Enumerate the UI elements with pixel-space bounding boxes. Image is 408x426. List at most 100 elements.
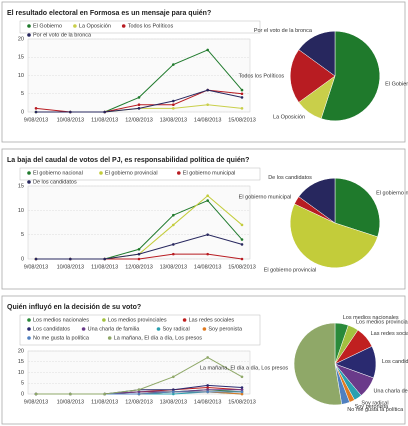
legend-marker — [202, 327, 207, 331]
data-point — [206, 356, 209, 359]
data-point — [137, 107, 141, 110]
data-point — [137, 388, 141, 392]
y-tick-label: 15 — [18, 55, 24, 61]
legend-marker — [27, 336, 31, 340]
data-point — [172, 392, 175, 396]
y-tick-label: 10 — [18, 73, 24, 79]
legend-marker — [27, 171, 31, 175]
legend-label: El gobierno nacional — [33, 170, 83, 176]
data-point — [240, 107, 244, 110]
x-tick-label: 15/08/2013 — [228, 264, 256, 270]
data-point — [240, 88, 244, 92]
y-tick-label: 20 — [18, 348, 24, 354]
legend-marker — [177, 171, 181, 175]
data-point — [69, 110, 72, 114]
chart-title: La baja del caudal de votos del PJ, es r… — [7, 157, 249, 164]
data-point — [34, 110, 38, 114]
data-point — [172, 252, 175, 256]
legend-label: La Oposición — [79, 23, 111, 29]
data-point — [240, 238, 244, 241]
x-tick-label: 13/08/2013 — [160, 399, 188, 405]
pie-slice — [290, 49, 336, 103]
y-tick-label: 10 — [18, 208, 24, 214]
data-point — [206, 103, 209, 106]
chart-title: Quién influyó en la decisión de su voto? — [7, 304, 141, 311]
data-point — [137, 390, 141, 394]
pie-label: Una charla de familia — [373, 388, 408, 394]
data-point — [206, 384, 209, 387]
legend-box — [19, 167, 261, 181]
data-point — [172, 223, 175, 227]
pie-label: De los candidatos — [268, 175, 312, 181]
pie-label: La Oposición — [273, 115, 305, 121]
x-tick-label: 14/08/2013 — [194, 399, 222, 405]
y-tick-label: 5 — [21, 381, 24, 387]
y-tick-label: 15 — [18, 183, 24, 189]
legend-marker — [27, 327, 31, 331]
x-tick-label: 14/08/2013 — [194, 264, 222, 270]
y-tick-label: 5 — [21, 232, 24, 238]
pie-label: No me gusta la política — [347, 407, 404, 413]
x-tick-label: 13/08/2013 — [160, 264, 188, 270]
data-point — [137, 103, 141, 106]
legend-marker — [27, 33, 31, 37]
data-point — [34, 392, 38, 396]
legend-marker — [121, 24, 126, 28]
pie-slice — [293, 322, 343, 406]
x-tick-label: 13/08/2013 — [160, 117, 188, 123]
legend-marker — [107, 336, 112, 340]
x-tick-label: 12/08/2013 — [125, 399, 153, 405]
legend-marker — [27, 318, 31, 322]
data-point — [137, 257, 141, 261]
data-point — [240, 392, 244, 396]
chart-title: El resultado electoral en Formosa es un … — [7, 10, 211, 17]
data-point — [34, 257, 38, 261]
pie-slice — [298, 177, 336, 224]
data-point — [206, 88, 209, 92]
data-point — [206, 233, 209, 236]
legend-label: Las redes sociales — [189, 317, 235, 323]
legend-marker — [99, 171, 103, 175]
legend-label: No me gusta la política — [33, 335, 90, 341]
data-point — [206, 390, 209, 394]
legend-box — [19, 20, 261, 34]
data-point — [103, 257, 106, 261]
x-tick-label: 9/08/2013 — [24, 117, 48, 123]
plot-area — [27, 185, 251, 260]
pie-label: La mañana, El día a día, Los presos — [200, 365, 289, 371]
x-tick-label: 10/08/2013 — [57, 117, 85, 123]
legend-marker — [73, 24, 77, 28]
pie-label: Los candidatos — [382, 359, 408, 365]
x-tick-label: 15/08/2013 — [228, 117, 256, 123]
data-point — [172, 63, 175, 66]
pie-label: Por el voto de la bronca — [254, 28, 313, 34]
y-tick-label: 5 — [21, 91, 24, 97]
legend-label: Soy peronista — [208, 326, 243, 332]
pie-slice — [289, 203, 378, 269]
data-point — [137, 392, 141, 396]
data-point — [206, 194, 209, 198]
x-tick-label: 15/08/2013 — [228, 399, 256, 405]
legend-marker — [27, 180, 31, 184]
data-point — [69, 392, 72, 396]
data-point — [172, 103, 175, 106]
legend-label: La mañana, El día a día, Los presos — [114, 335, 203, 341]
data-point — [240, 96, 244, 99]
data-point — [137, 96, 141, 99]
data-point — [240, 243, 244, 246]
pie-label: El Gobierno — [385, 81, 408, 87]
pie-label: El gobierno municipal — [239, 195, 292, 201]
data-point — [206, 386, 209, 389]
data-point — [137, 247, 141, 251]
pie-label: Los medios nacionales — [343, 315, 399, 321]
x-tick-label: 10/08/2013 — [57, 264, 85, 270]
data-point — [240, 386, 244, 389]
pie-label: Los medios provinciales — [356, 319, 408, 325]
pie-label: Soy peronista — [355, 404, 390, 410]
pie-label: Todos los Políticos — [239, 73, 285, 79]
legend-marker — [182, 318, 187, 322]
data-point — [206, 199, 209, 202]
x-tick-label: 11/08/2013 — [91, 264, 118, 270]
pie-label: Las redes sociales — [371, 331, 408, 337]
